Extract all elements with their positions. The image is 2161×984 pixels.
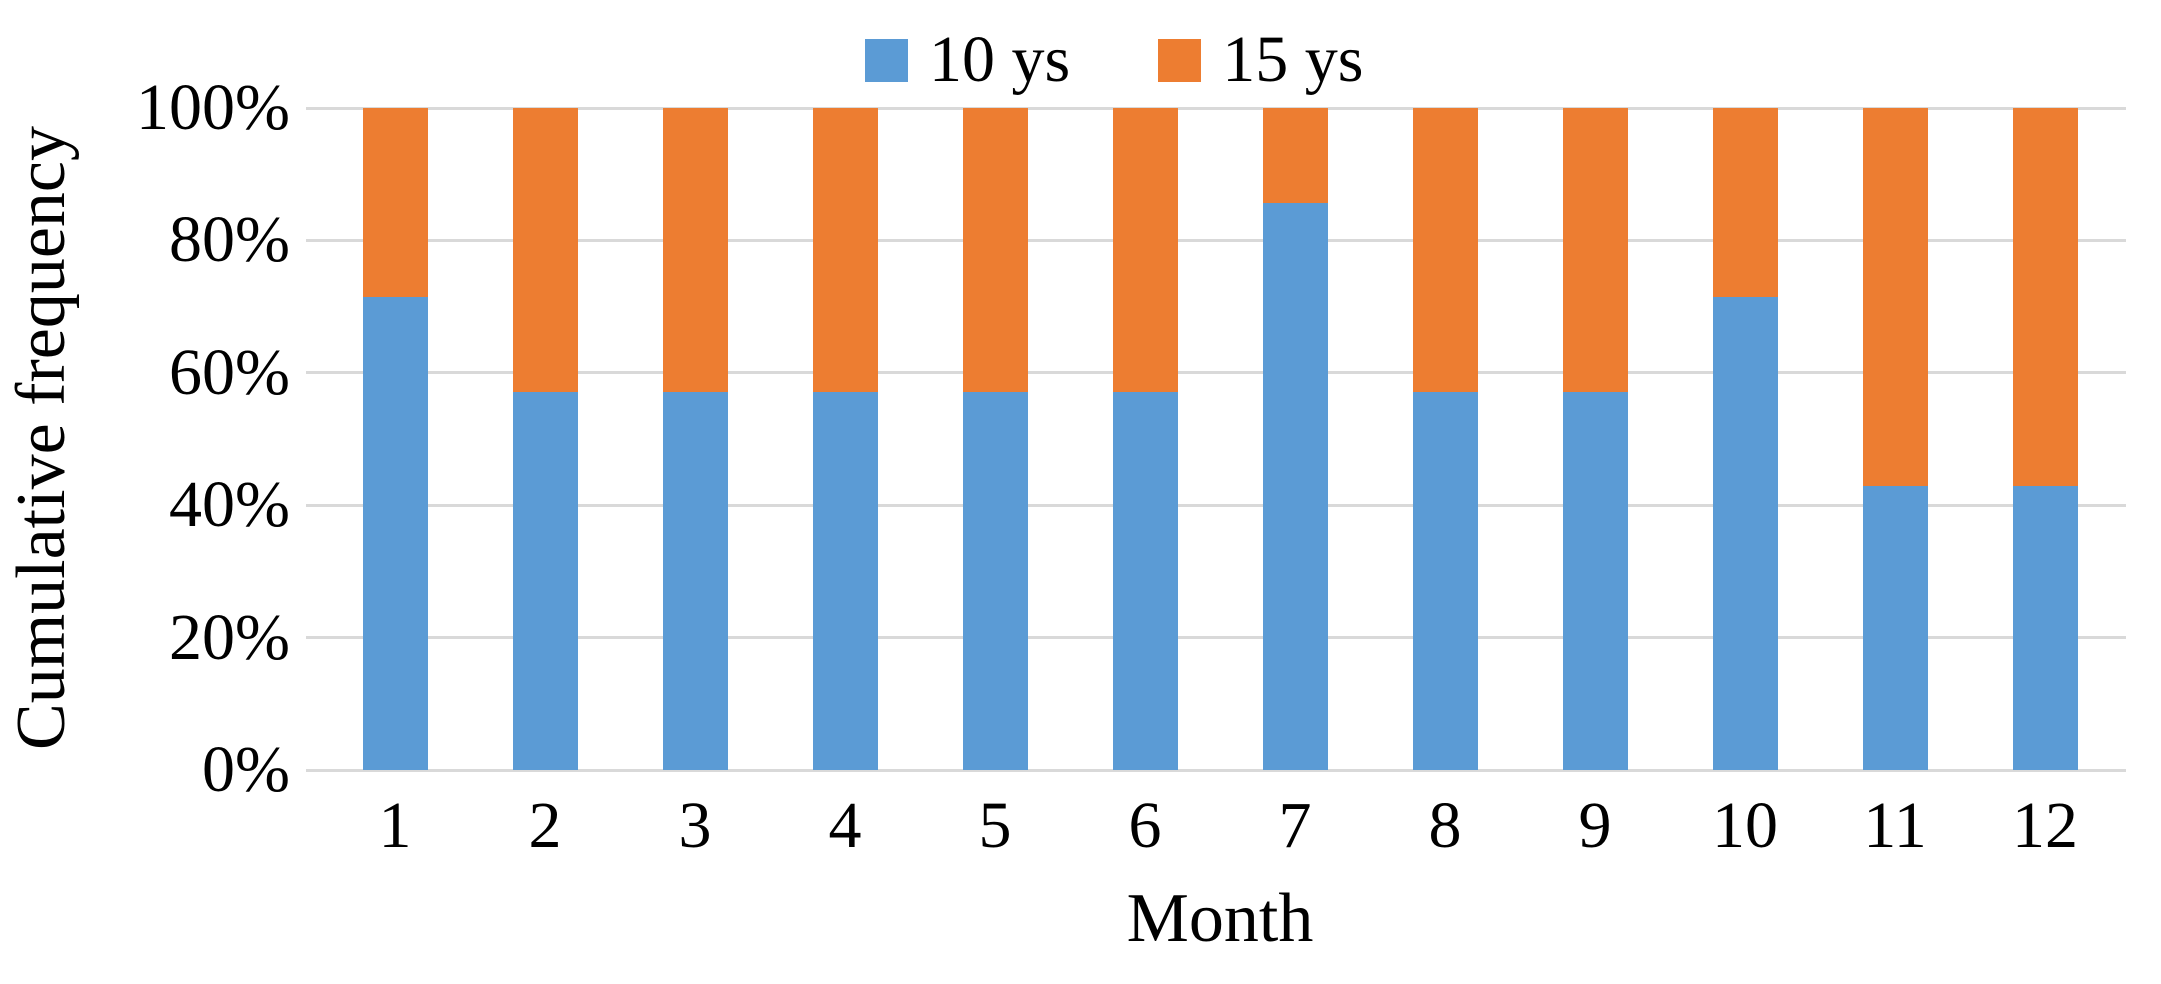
gridline	[306, 503, 2126, 507]
bar-segment-15-ys	[362, 108, 428, 298]
legend-item: 10 ys	[865, 24, 1070, 96]
bar-segment-10-ys	[1862, 486, 1928, 770]
legend-swatch-icon	[865, 38, 908, 82]
bar-segment-15-ys	[1112, 108, 1178, 392]
y-tick-label: 20%	[169, 600, 290, 674]
bar-segment-10-ys	[2012, 486, 2078, 770]
bar-segment-15-ys	[1562, 108, 1628, 392]
bar-segment-10-ys	[812, 391, 878, 770]
x-tick-label: 10	[1712, 789, 1778, 862]
bar-segment-15-ys	[962, 108, 1028, 392]
x-tick-label: 6	[1128, 789, 1162, 862]
x-tick-label: 8	[1428, 789, 1462, 862]
legend-label: 10 ys	[929, 23, 1071, 96]
bar-segment-15-ys	[1712, 108, 1778, 298]
x-tick-label: 12	[2012, 789, 2078, 862]
bar-segment-15-ys	[662, 108, 728, 392]
bar-segment-10-ys	[662, 391, 728, 770]
bar-segment-15-ys	[1262, 108, 1328, 203]
x-axis-title: Month	[1126, 880, 1314, 957]
x-tick-label: 1	[378, 789, 412, 862]
bar-segment-15-ys	[1412, 108, 1478, 392]
gridline	[306, 106, 2126, 110]
bar-segment-15-ys	[1862, 108, 1928, 486]
gridline	[306, 768, 2126, 772]
bar-segment-10-ys	[1262, 202, 1328, 770]
legend-item: 15 ys	[1158, 24, 1363, 96]
bar-segment-15-ys	[512, 108, 578, 392]
x-tick-label: 7	[1278, 789, 1312, 862]
legend-swatch-icon	[1158, 38, 1202, 82]
gridline	[306, 238, 2126, 242]
bar-segment-10-ys	[1562, 391, 1628, 770]
bar-segment-10-ys	[1112, 391, 1178, 770]
legend-label: 15 ys	[1222, 23, 1364, 96]
y-tick-label: 0%	[202, 733, 290, 806]
x-tick-label: 9	[1578, 789, 1612, 862]
x-tick-label: 11	[1863, 789, 1927, 862]
bar-segment-10-ys	[962, 391, 1028, 770]
x-tick-label: 5	[978, 789, 1012, 862]
bar-segment-10-ys	[362, 297, 428, 770]
y-tick-label: 100%	[136, 71, 290, 144]
x-tick-label: 2	[528, 789, 562, 862]
bar-segment-15-ys	[812, 108, 878, 392]
gridline	[306, 636, 2126, 640]
bar-segment-15-ys	[2012, 108, 2078, 486]
y-tick-label: 60%	[169, 335, 290, 409]
y-tick-label: 40%	[169, 468, 290, 542]
y-tick-label: 80%	[169, 203, 290, 277]
bar-segment-10-ys	[1412, 391, 1478, 770]
x-tick-label: 3	[678, 789, 712, 862]
gridline	[306, 371, 2126, 375]
bar-segment-10-ys	[512, 391, 578, 770]
x-tick-label: 4	[828, 789, 862, 862]
bar-segment-10-ys	[1712, 297, 1778, 770]
legend: 10 ys 15 ys	[865, 24, 1363, 96]
